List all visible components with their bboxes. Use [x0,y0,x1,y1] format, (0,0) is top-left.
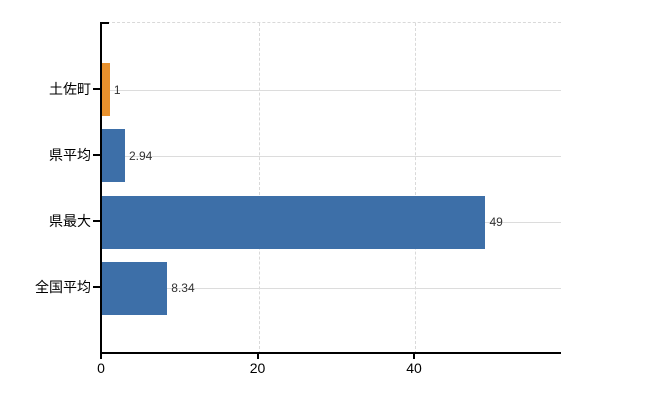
category-label: 県平均 [49,146,91,163]
x-axis-tick [413,354,416,359]
category-label: 全国平均 [35,279,91,296]
h-gridline [102,89,561,91]
bar-value-label: 49 [489,215,503,230]
x-tick-label: 0 [97,360,105,376]
h-gridline [102,155,561,157]
h-gridline [102,288,561,290]
bar [102,261,168,315]
category-label: 土佐町 [49,80,91,97]
x-axis-tick [256,354,259,359]
y-axis-top-tick [100,22,109,24]
bar [102,63,110,116]
category-label: 県最大 [49,213,91,230]
bar-value-label: 1 [113,82,121,97]
x-axis-line [100,352,561,354]
y-axis-tick [93,87,100,90]
y-axis-tick [93,220,100,223]
x-axis-tick [100,354,102,359]
v-gridline [415,23,417,354]
x-tick-label: 20 [249,360,266,376]
bar-value-label: 2.94 [129,148,153,163]
x-tick-label: 40 [406,360,422,376]
y-axis-line [100,22,102,354]
y-axis-tick [93,286,100,289]
bar [102,195,486,249]
bar-value-label: 8.34 [171,281,195,296]
plot-area: 1 2.94 49 8.34 [102,22,561,354]
bar [102,129,125,183]
v-gridline [258,23,260,354]
y-axis-tick [93,153,100,156]
